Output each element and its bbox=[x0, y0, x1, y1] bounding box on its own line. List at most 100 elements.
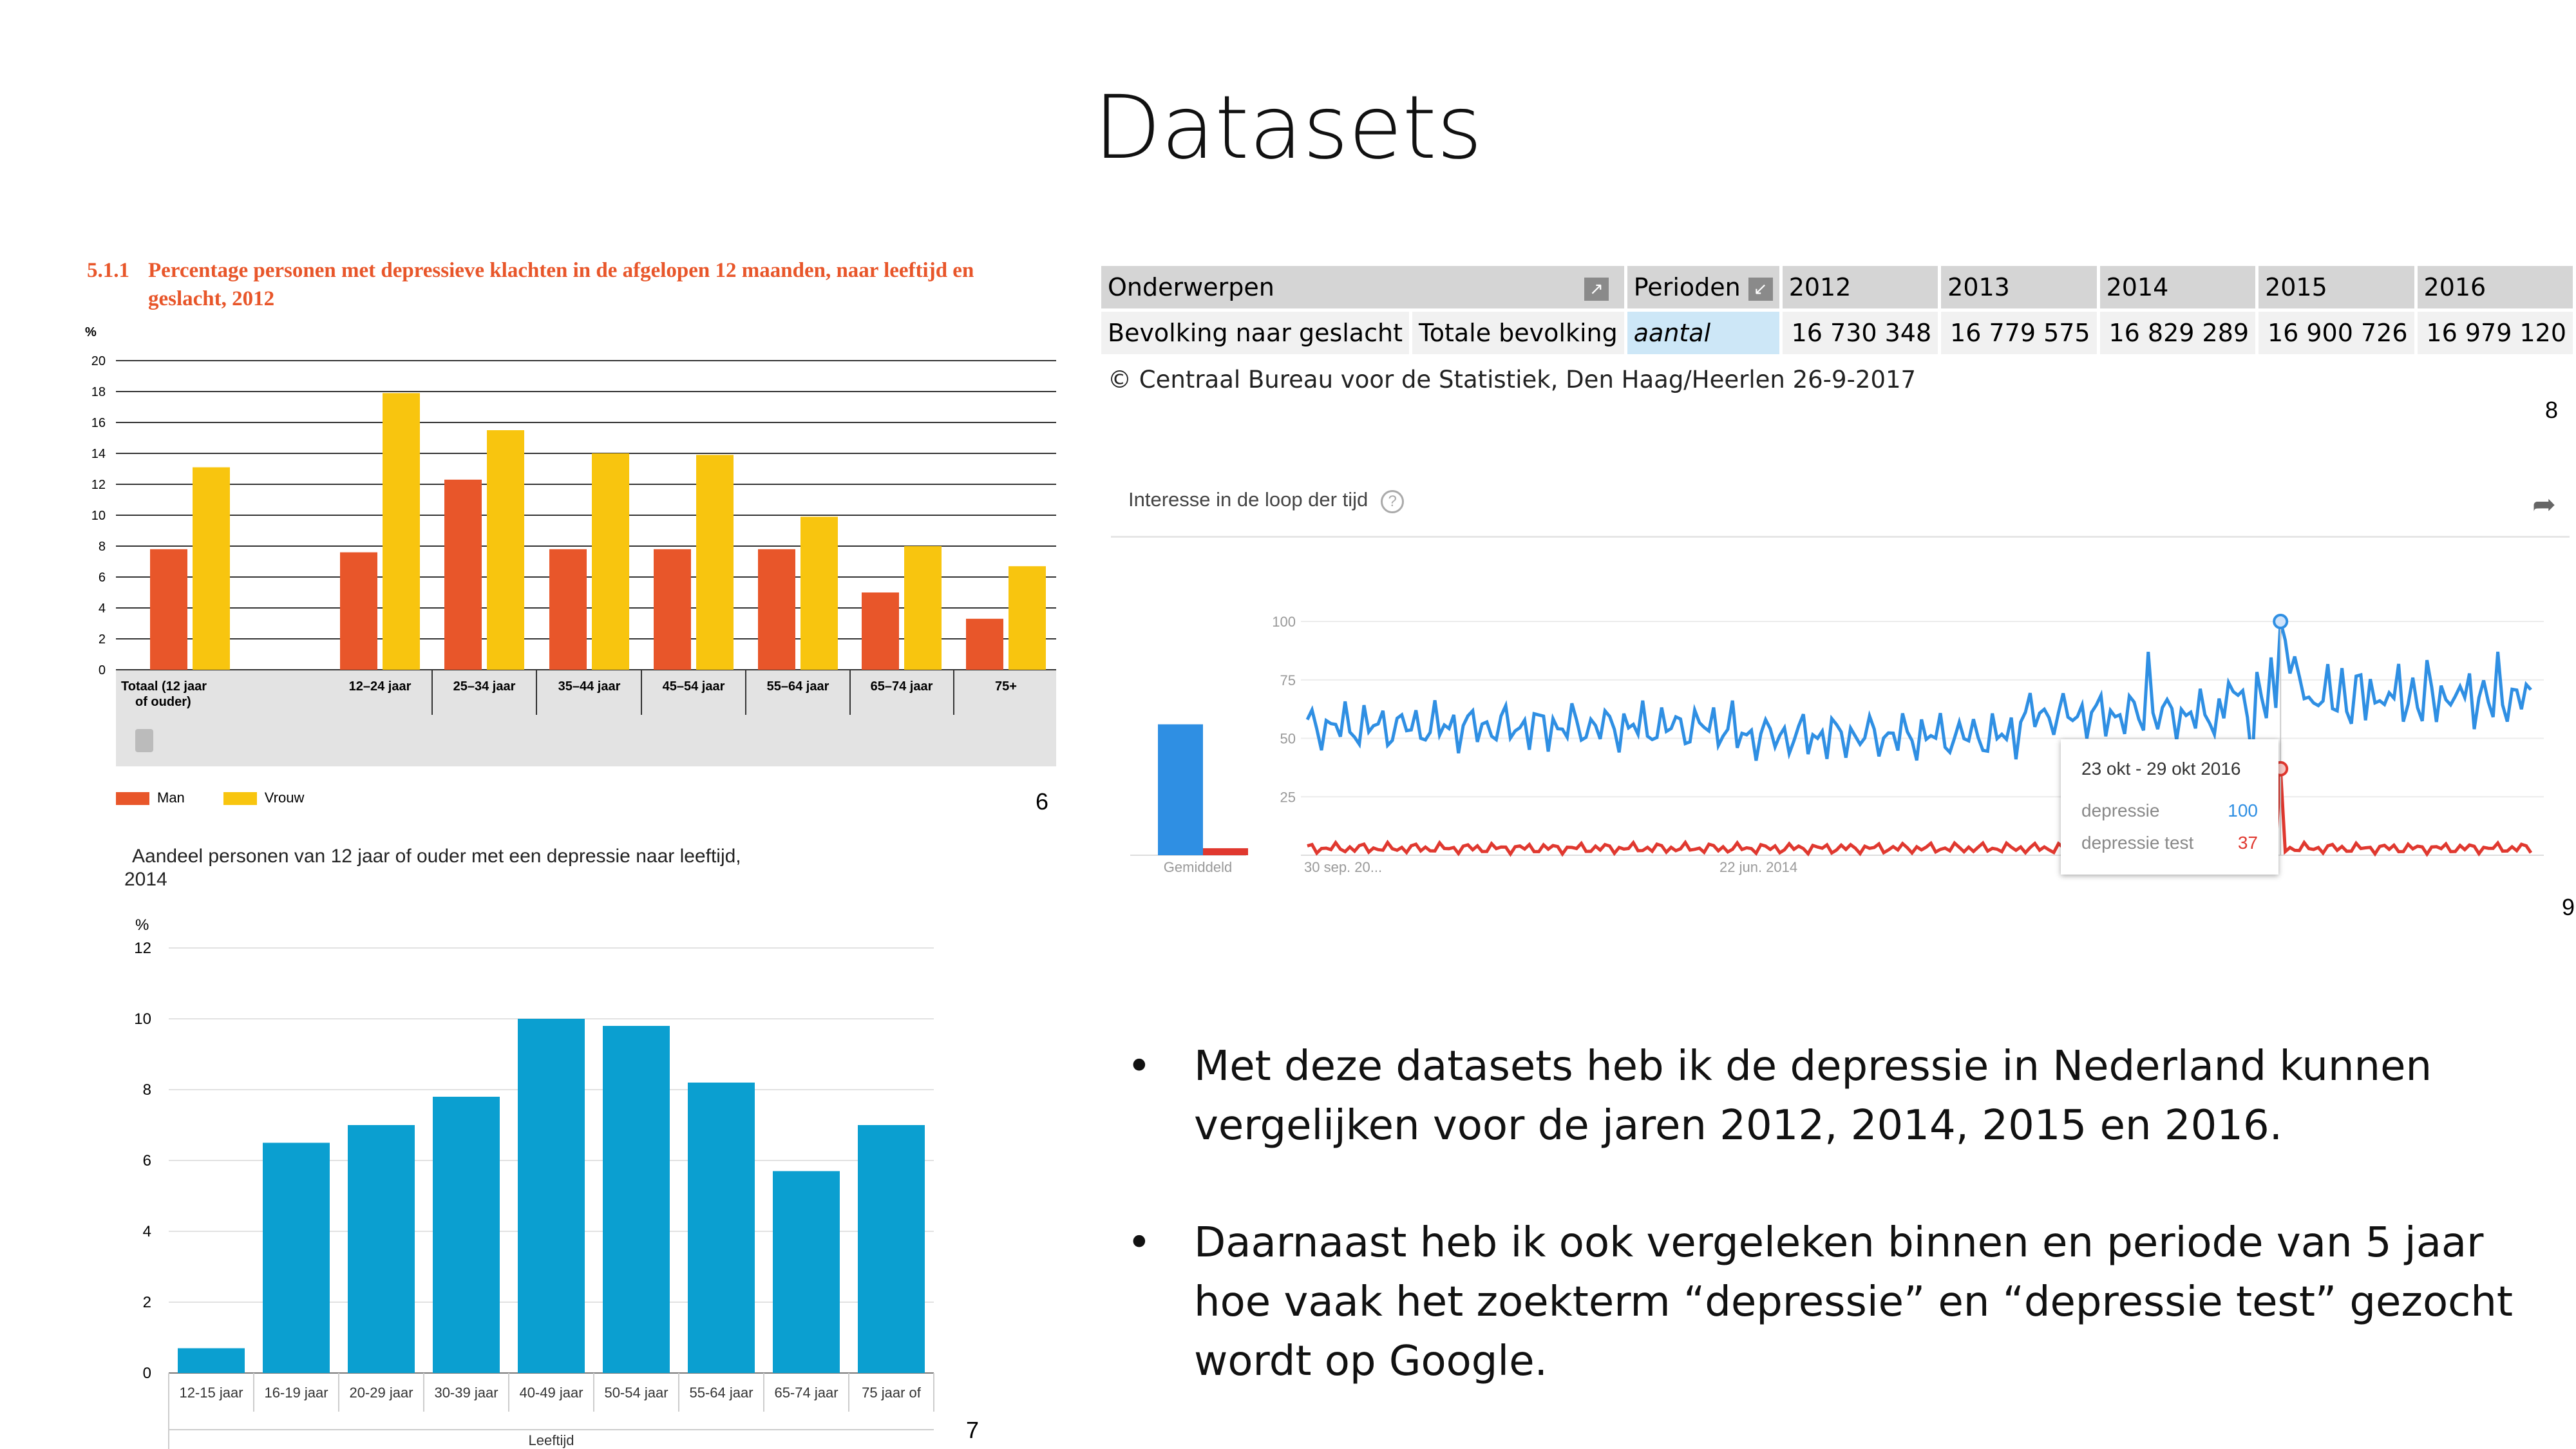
trends-avg-label: Gemiddeld bbox=[1164, 859, 1232, 875]
chart7-bar bbox=[263, 1142, 330, 1373]
chart6-heading-number: 5.1.1 bbox=[87, 259, 129, 282]
chart6-y-tick: 12 bbox=[91, 478, 106, 492]
chart7-svg: % 0 2 4 6 8 10 12 12-15 jaar 16-19 jaar 20-29 jaar… bbox=[134, 916, 934, 1449]
chart7-x-label: Leeftijd bbox=[529, 1432, 574, 1448]
chart7-x-tick: 75 jaar of bbox=[862, 1385, 922, 1401]
legend-item-vrouw: Vrouw bbox=[223, 790, 304, 806]
table-cell: 16 730 348 bbox=[1782, 312, 1938, 354]
chart7-y-tick: 4 bbox=[143, 1223, 151, 1240]
chart6-x-tick: of ouder) bbox=[135, 695, 191, 709]
header-onderwerpen-label: Onderwerpen bbox=[1108, 273, 1274, 301]
help-icon[interactable]: ? bbox=[1381, 490, 1405, 513]
trends-y-tick: 25 bbox=[1280, 789, 1296, 805]
chart6-bar-man bbox=[340, 552, 377, 670]
chart6-bar-man bbox=[862, 592, 899, 670]
source-number-9: 9 bbox=[2562, 894, 2575, 920]
chart6-bar-man bbox=[758, 549, 795, 670]
tooltip-row-label: depressie test bbox=[2081, 833, 2194, 853]
chart6-x-tick: 45–54 jaar bbox=[663, 679, 725, 694]
cbs-table: Onderwerpen ↗ Perioden ↙ 2012 2013 2014 20… bbox=[1098, 263, 2576, 357]
bullet-text: Daarnaast heb ik ook vergeleken binnen e… bbox=[1194, 1219, 2513, 1385]
chart7-bar bbox=[433, 1097, 500, 1373]
tooltip-date: 23 okt - 29 okt 2016 bbox=[2081, 759, 2241, 779]
chart6-y-tick: 8 bbox=[99, 540, 106, 554]
collapse-icon[interactable]: ↙ bbox=[1748, 277, 1773, 301]
trends-line-depressie bbox=[1305, 621, 2532, 764]
chart7-x-tick: 65-74 jaar bbox=[774, 1385, 838, 1401]
chart6-bar-man bbox=[654, 549, 691, 670]
bullet-dot: • bbox=[1127, 1043, 1151, 1090]
header-perioden-label: Perioden bbox=[1633, 273, 1741, 301]
chart7-y-tick: 0 bbox=[143, 1365, 151, 1382]
bullet-list: • Met deze datasets heb ik de depressie i… bbox=[1127, 1037, 2544, 1449]
header-year: 2016 bbox=[2417, 266, 2573, 308]
header-year: 2015 bbox=[2259, 266, 2414, 308]
slide-title: Datasets bbox=[1094, 77, 1482, 179]
chart7-title: Aandeel personen van 12 jaar of ouder me… bbox=[124, 845, 741, 891]
chart6-bar-vrouw bbox=[193, 467, 230, 670]
chart6-bar-vrouw bbox=[904, 546, 942, 670]
chart7-bar bbox=[603, 1026, 670, 1373]
bullet-item: • Daarnaast heb ik ook vergeleken binnen … bbox=[1127, 1213, 2544, 1391]
chart6-x-tick: 55–64 jaar bbox=[767, 679, 829, 694]
source-number-7: 7 bbox=[966, 1417, 980, 1443]
cbs-header-row: Onderwerpen ↗ Perioden ↙ 2012 2013 2014 20… bbox=[1101, 266, 2573, 308]
chart6-y-tick: 4 bbox=[99, 601, 106, 616]
chart7-y-tick: 2 bbox=[143, 1294, 151, 1311]
expand-icon[interactable]: ↗ bbox=[1584, 277, 1609, 301]
tooltip-row-label: depressie bbox=[2081, 800, 2160, 820]
trends-x-tick: 30 sep. 20... bbox=[1304, 859, 1382, 875]
tooltip-row-value: 100 bbox=[2228, 800, 2258, 820]
chart6-y-tick: 2 bbox=[99, 632, 106, 647]
trends-svg: 25 50 75 100 Gemiddeld 30 sep. 20... 22 jun. 2… bbox=[1130, 614, 2544, 875]
chart6-legend: Man Vrouw bbox=[116, 790, 304, 806]
clipboard-icon bbox=[135, 729, 153, 752]
bullet-text: Met deze datasets heb ik de depressie in… bbox=[1194, 1043, 2432, 1150]
chart6-y-tick: 6 bbox=[99, 571, 106, 585]
chart6-x-tick: 25–34 jaar bbox=[453, 679, 516, 694]
header-onderwerpen[interactable]: Onderwerpen ↗ bbox=[1101, 266, 1624, 308]
chart6-x-tick: 65–74 jaar bbox=[871, 679, 933, 694]
trends-y-tick: 75 bbox=[1280, 672, 1296, 688]
trends-title: Interesse in de loop der tijd? bbox=[1128, 488, 1405, 513]
table-cell: 16 979 120 bbox=[2417, 312, 2573, 354]
chart6-bar-man bbox=[150, 549, 187, 670]
chart7-x-tick: 20-29 jaar bbox=[349, 1385, 413, 1401]
chart6-x-tick: 75+ bbox=[995, 679, 1017, 694]
chart6-bar-man bbox=[966, 618, 1003, 670]
chart6-x-tick: Totaal (12 jaar bbox=[121, 679, 207, 694]
header-perioden[interactable]: Perioden ↙ bbox=[1627, 266, 1779, 308]
chart6-heading-line1: Percentage personen met depressieve klac… bbox=[148, 259, 974, 282]
chart7-y-tick: 8 bbox=[143, 1081, 151, 1099]
trends-divider bbox=[1111, 536, 2570, 538]
share-icon[interactable]: ➦ bbox=[2532, 489, 2556, 520]
chart6-y-tick: 20 bbox=[91, 354, 106, 368]
trends-tooltip: 23 okt - 29 okt 2016 depressie 100 depre… bbox=[2061, 739, 2278, 875]
chart6-y-tick: 0 bbox=[99, 663, 106, 677]
row-label-bevolking: Bevolking naar geslacht bbox=[1101, 312, 1409, 354]
chart6-y-tick: 18 bbox=[91, 385, 106, 399]
chart6-bar-vrouw bbox=[696, 455, 734, 670]
header-year: 2013 bbox=[1941, 266, 2097, 308]
chart6-heading: 5.1.1 Percentage personen met depressieve… bbox=[87, 256, 1059, 313]
chart7-bar bbox=[348, 1125, 415, 1373]
trends-avg-bar-depressie bbox=[1158, 724, 1203, 855]
legend-label-man: Man bbox=[157, 790, 185, 806]
chart6-bar-vrouw bbox=[800, 516, 838, 670]
trends-hover-point-depressie bbox=[2273, 614, 2289, 629]
tooltip-row-value: 37 bbox=[2237, 833, 2258, 853]
trends-title-label: Interesse in de loop der tijd bbox=[1128, 488, 1368, 511]
row-unit: aantal bbox=[1627, 312, 1779, 354]
chart7-x-tick: 16-19 jaar bbox=[264, 1385, 328, 1401]
table-cell: 16 900 726 bbox=[2259, 312, 2414, 354]
chart6-y-tick: 16 bbox=[91, 416, 106, 430]
chart6-bar-man bbox=[549, 549, 587, 670]
chart7-x-tick: 55-64 jaar bbox=[689, 1385, 753, 1401]
chart6-y-tick: 10 bbox=[91, 509, 106, 523]
chart7-x-tick: 12-15 jaar bbox=[179, 1385, 243, 1401]
chart7-x-tick: 40-49 jaar bbox=[519, 1385, 583, 1401]
chart6-bar-vrouw bbox=[592, 453, 629, 670]
header-year: 2012 bbox=[1782, 266, 1938, 308]
trends-y-tick: 100 bbox=[1272, 614, 1296, 630]
